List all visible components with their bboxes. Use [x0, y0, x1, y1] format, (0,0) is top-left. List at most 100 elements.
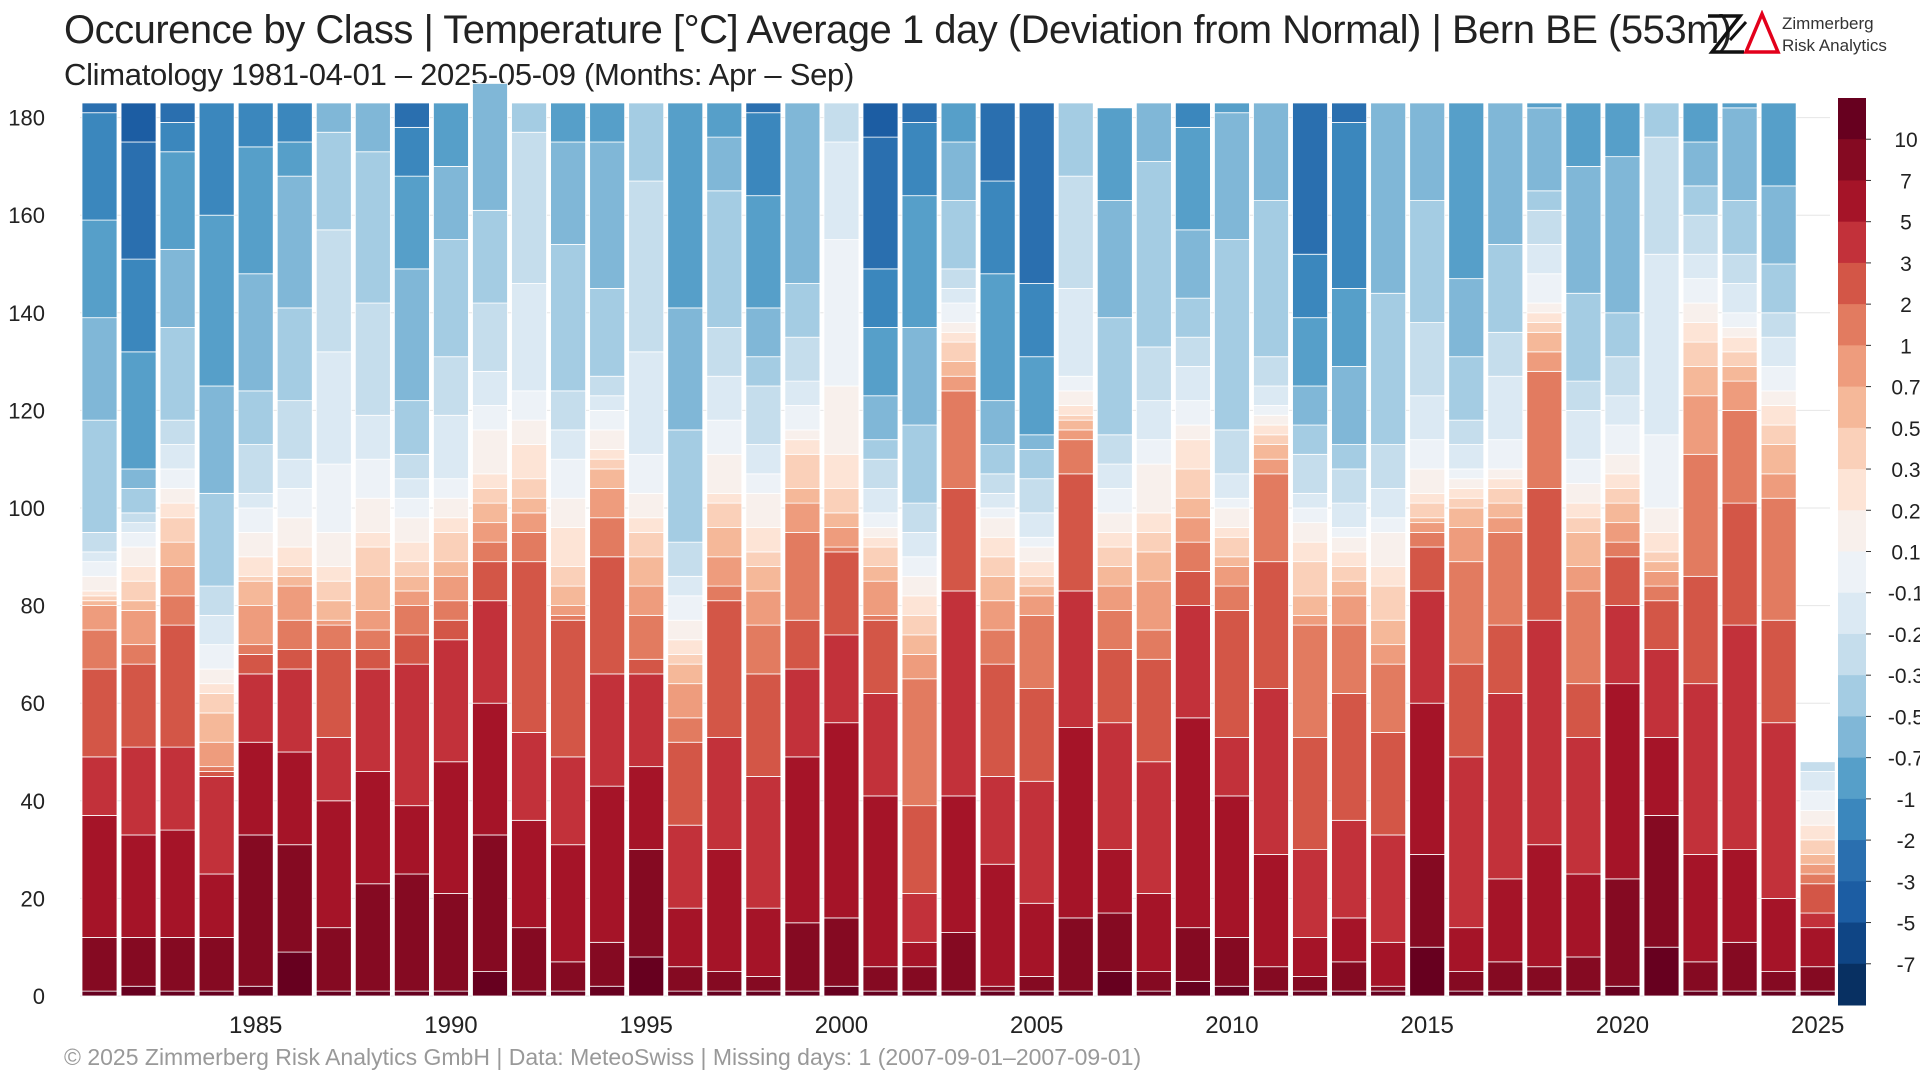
bar-segment: [589, 468, 626, 489]
x-tick-label: 2000: [815, 1012, 868, 1039]
bar-segment: [1135, 102, 1172, 162]
bar-segment: [1292, 541, 1328, 563]
bar-segment: [354, 575, 391, 611]
bar-segment: [237, 492, 274, 509]
bar-segment: [120, 746, 157, 836]
bar-segment: [1057, 473, 1094, 592]
bar-segment: [354, 458, 391, 499]
bar-segment: [1604, 541, 1641, 558]
chart-subtitle: Climatology 1981-04-01 – 2025-05-09 (Mon…: [64, 57, 854, 92]
colorbar-label: 5: [1900, 212, 1912, 235]
bar-segment: [1370, 941, 1407, 987]
bar-segment: [1253, 688, 1289, 855]
bar-segment: [472, 209, 508, 304]
bar-segment: [940, 287, 977, 304]
bar-segment: [1409, 522, 1446, 533]
bar-segment: [1760, 336, 1797, 367]
bar-segment: [784, 532, 821, 621]
bar-segment: [1682, 253, 1719, 280]
bar-2015: [1409, 102, 1446, 997]
bar-segment: [1448, 507, 1485, 528]
bar-2010: [1214, 102, 1250, 997]
bar-segment: [1370, 985, 1407, 992]
bar-segment: [589, 395, 626, 411]
bar-segment: [472, 834, 508, 973]
bar-segment: [706, 327, 743, 377]
bar-segment: [511, 990, 547, 997]
bar-segment: [315, 736, 352, 802]
bar-segment: [550, 429, 586, 460]
bar-segment: [433, 893, 469, 992]
bar-segment: [589, 375, 626, 397]
bar-segment: [745, 590, 782, 626]
bar-segment: [315, 463, 352, 533]
bar-segment: [1448, 444, 1485, 470]
bar-segment: [901, 966, 938, 992]
bar-segment: [1799, 873, 1836, 885]
bar-segment: [237, 985, 274, 997]
bar-segment: [979, 492, 1016, 509]
bar-segment: [1565, 502, 1602, 519]
bar-segment: [472, 561, 508, 602]
bar-segment: [159, 746, 196, 831]
bar-segment: [1370, 732, 1407, 836]
bar-segment: [979, 985, 1016, 992]
bar-segment: [1565, 458, 1602, 485]
bar-segment: [1682, 302, 1719, 323]
bar-segment: [589, 102, 626, 143]
bar-segment: [198, 766, 235, 772]
bar-2023: [1721, 102, 1758, 997]
bar-segment: [550, 102, 586, 143]
bar-segment: [1214, 795, 1250, 938]
bar-segment: [940, 302, 977, 323]
bar-segment: [862, 580, 899, 616]
bar-segment: [1721, 990, 1758, 997]
bar-2001: [862, 102, 899, 997]
bar-segment: [901, 575, 938, 597]
bar-segment: [472, 971, 508, 997]
bar-segment: [1057, 390, 1094, 406]
bar-segment: [823, 453, 860, 489]
bar-2007: [1096, 107, 1133, 997]
colorbar-label: -5: [1897, 913, 1916, 936]
bar-1981: [81, 102, 118, 997]
bar-segment: [1526, 990, 1563, 997]
bar-segment: [120, 834, 157, 938]
bar-segment: [315, 619, 352, 626]
bar-segment: [901, 595, 938, 616]
bar-segment: [823, 551, 860, 636]
bar-segment: [159, 517, 196, 543]
bar-segment: [276, 175, 313, 309]
bar-segment: [862, 795, 899, 968]
bar-1997: [706, 102, 743, 997]
bar-1986: [276, 102, 313, 997]
bar-segment: [1448, 971, 1485, 992]
bar-2022: [1682, 102, 1719, 997]
bar-segment: [354, 610, 391, 631]
bar-segment: [1096, 512, 1133, 533]
bar-segment: [393, 497, 430, 519]
bar-segment: [276, 517, 313, 548]
bar-segment: [1643, 136, 1680, 255]
bar-2013: [1331, 102, 1367, 997]
bar-segment: [823, 722, 860, 919]
bar-1985: [237, 102, 274, 997]
bar-segment: [433, 639, 469, 763]
bar-segment: [979, 629, 1016, 665]
bar-segment: [1565, 990, 1602, 997]
colorbar-label: -1: [1897, 789, 1916, 812]
bar-segment: [393, 990, 430, 997]
bar-segment: [81, 668, 118, 758]
bar-segment: [979, 273, 1016, 402]
bar-segment: [1135, 463, 1172, 514]
bar-segment: [589, 458, 626, 470]
bar-segment: [706, 990, 743, 997]
bar-segment: [1292, 736, 1328, 850]
bar-segment: [1565, 590, 1602, 685]
bar-segment: [354, 532, 391, 548]
bar-segment: [393, 517, 430, 543]
bar-segment: [1487, 102, 1524, 245]
bar-segment: [901, 102, 938, 123]
bar-segment: [784, 405, 821, 431]
bar-segment: [354, 883, 391, 992]
